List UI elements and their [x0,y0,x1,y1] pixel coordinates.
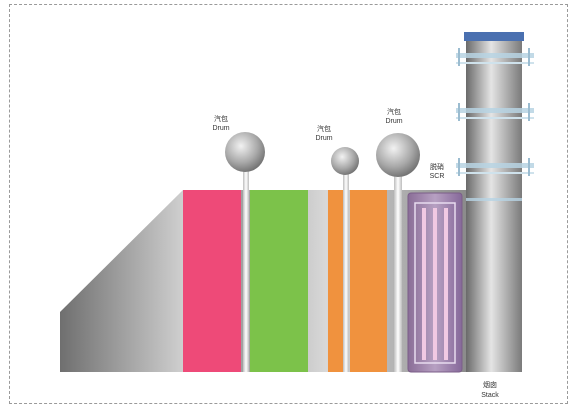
stack-label-cn: 烟囱 [483,380,497,389]
scr-catalyst-bar [422,208,426,360]
stack-icon [466,32,522,372]
scr-catalyst-bar [433,208,437,360]
drum-3-riser [394,174,402,372]
inlet-duct [60,190,183,372]
stack-platform-2 [456,103,534,121]
green-module [250,190,308,372]
drum-icon [225,132,265,172]
drum-1-riser [243,168,249,372]
drum-icon [331,147,359,175]
scr-label-en: SCR [430,173,445,180]
drum-2-riser [343,172,349,372]
stack-cap [464,32,524,41]
scr-catalyst-bar [444,208,448,360]
stack-label-en: Stack [481,392,499,399]
stack-platform-3 [456,158,534,176]
drum-3-label-cn: 汽包 [387,107,401,116]
diagram-frame [9,4,568,404]
orange-module-left [328,190,344,372]
stack-platform-1 [456,48,534,66]
drum-1-label-cn: 汽包 [214,114,228,123]
drum-2-label-en: Drum [315,135,332,142]
orange-module-right [350,190,387,372]
stack-band [466,198,522,201]
scr-inner-frame [414,202,456,364]
drum-icon [376,133,420,177]
drum-2-label-cn: 汽包 [317,124,331,133]
drum-3-label-en: Drum [385,118,402,125]
drum-1-label-en: Drum [212,125,229,132]
pink-module [183,190,241,372]
scr-label-cn: 脱硝 [430,162,444,171]
